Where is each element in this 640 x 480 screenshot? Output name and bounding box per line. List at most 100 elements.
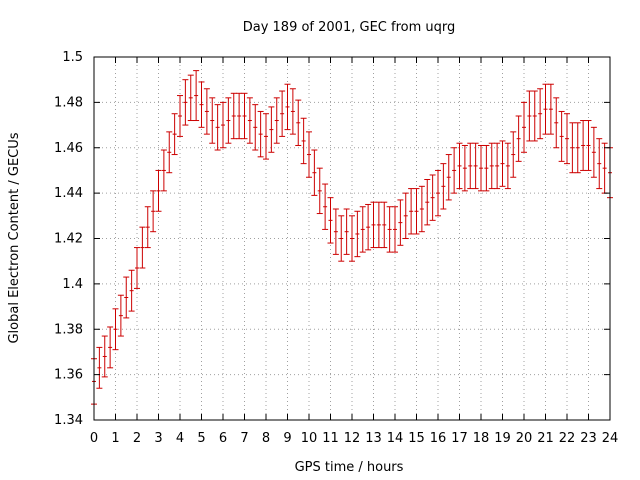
y-tick-label: 1.38 — [54, 322, 83, 337]
y-tick-label: 1.34 — [54, 413, 83, 428]
data-point — [252, 104, 259, 151]
data-point — [381, 201, 388, 249]
x-tick-label: 6 — [219, 431, 227, 446]
data-point — [408, 188, 415, 235]
y-tick-label: 1.46 — [54, 141, 83, 156]
data-point — [279, 90, 286, 137]
data-point — [300, 117, 307, 165]
data-point — [332, 208, 339, 255]
data-point — [311, 149, 318, 196]
data-point — [225, 97, 232, 144]
data-point — [445, 154, 452, 201]
x-tick-label: 18 — [473, 431, 490, 446]
data-point — [203, 88, 210, 135]
data-point — [327, 197, 334, 244]
y-tick-labels: 1.34 1.36 1.38 1.4 1.42 1.44 1.46 1.48 1.5 — [54, 50, 83, 428]
x-tick-label: 2 — [133, 431, 141, 446]
y-tick-label: 1.5 — [62, 50, 83, 65]
chart-title: Day 189 of 2001, GEC from uqrg — [243, 20, 456, 35]
x-tick-label: 21 — [537, 431, 554, 446]
data-point — [558, 110, 565, 162]
data-point — [155, 169, 162, 212]
x-tick-labels: 0 1 2 3 4 5 6 7 8 9 10 11 12 13 14 15 16 17 18 19 20 21 22 23 24 — [90, 431, 618, 446]
data-point — [537, 88, 544, 140]
data-point — [107, 326, 114, 369]
data-point — [564, 113, 570, 165]
data-point — [488, 142, 495, 190]
data-point — [553, 97, 560, 149]
data-point — [590, 126, 597, 178]
data-point — [547, 83, 554, 135]
data-point — [574, 122, 581, 174]
data-point — [365, 203, 372, 251]
data-point — [456, 142, 463, 190]
data-point — [295, 99, 302, 146]
x-tick-label: 4 — [176, 431, 184, 446]
data-point — [160, 149, 167, 192]
data-point — [128, 269, 135, 312]
data-point — [101, 335, 108, 378]
data-point — [440, 163, 447, 210]
data-point — [246, 97, 253, 144]
data-point — [596, 138, 603, 190]
data-point — [268, 106, 275, 153]
data-point — [601, 142, 608, 194]
data-point — [402, 192, 409, 239]
data-point — [461, 144, 468, 192]
data-point — [580, 120, 587, 171]
data-point — [139, 226, 146, 269]
data-point — [273, 97, 280, 144]
data-point — [531, 90, 538, 142]
data-point — [413, 188, 420, 235]
data-point — [542, 83, 549, 135]
data-point — [198, 81, 205, 128]
data-point — [316, 167, 323, 215]
data-point — [515, 115, 522, 162]
data-point — [193, 70, 200, 122]
data-point — [510, 131, 517, 178]
data-point — [322, 183, 329, 230]
x-tick-label: 22 — [559, 431, 576, 446]
data-point — [424, 179, 431, 226]
y-tick-label: 1.48 — [54, 95, 83, 110]
data-point — [370, 201, 377, 249]
data-point — [220, 101, 226, 149]
data-point — [134, 247, 140, 289]
data-point — [117, 294, 124, 337]
data-point — [187, 74, 194, 122]
x-tick-label: 16 — [430, 431, 447, 446]
data-point — [418, 185, 425, 233]
x-tick-label: 23 — [580, 431, 597, 446]
x-tick-label: 11 — [322, 431, 339, 446]
data-point — [166, 131, 173, 174]
data-point — [338, 215, 345, 262]
data-point — [349, 215, 355, 262]
data-point — [96, 346, 103, 389]
data-point — [209, 97, 216, 144]
data-point — [472, 142, 479, 190]
data-point — [429, 174, 436, 221]
data-point — [504, 142, 511, 190]
data-point — [182, 79, 189, 126]
data-point — [177, 95, 183, 137]
data-point — [230, 92, 237, 140]
data-point — [467, 142, 474, 190]
data-point — [392, 206, 398, 253]
data-point — [569, 122, 576, 174]
x-tick-label: 17 — [451, 431, 468, 446]
x-axis-title: GPS time / hours — [295, 460, 404, 475]
data-point — [386, 206, 393, 253]
x-tick-label: 1 — [111, 431, 119, 446]
data-point — [397, 199, 404, 246]
data-point — [112, 308, 119, 351]
x-tick-label: 7 — [240, 431, 248, 446]
data-point — [359, 206, 366, 253]
y-tick-label: 1.36 — [54, 368, 83, 383]
x-tick-label: 9 — [283, 431, 291, 446]
data-point — [289, 88, 296, 135]
x-tick-label: 0 — [90, 431, 98, 446]
data-point — [236, 92, 243, 140]
x-tick-label: 19 — [494, 431, 511, 446]
data-point — [494, 142, 501, 190]
